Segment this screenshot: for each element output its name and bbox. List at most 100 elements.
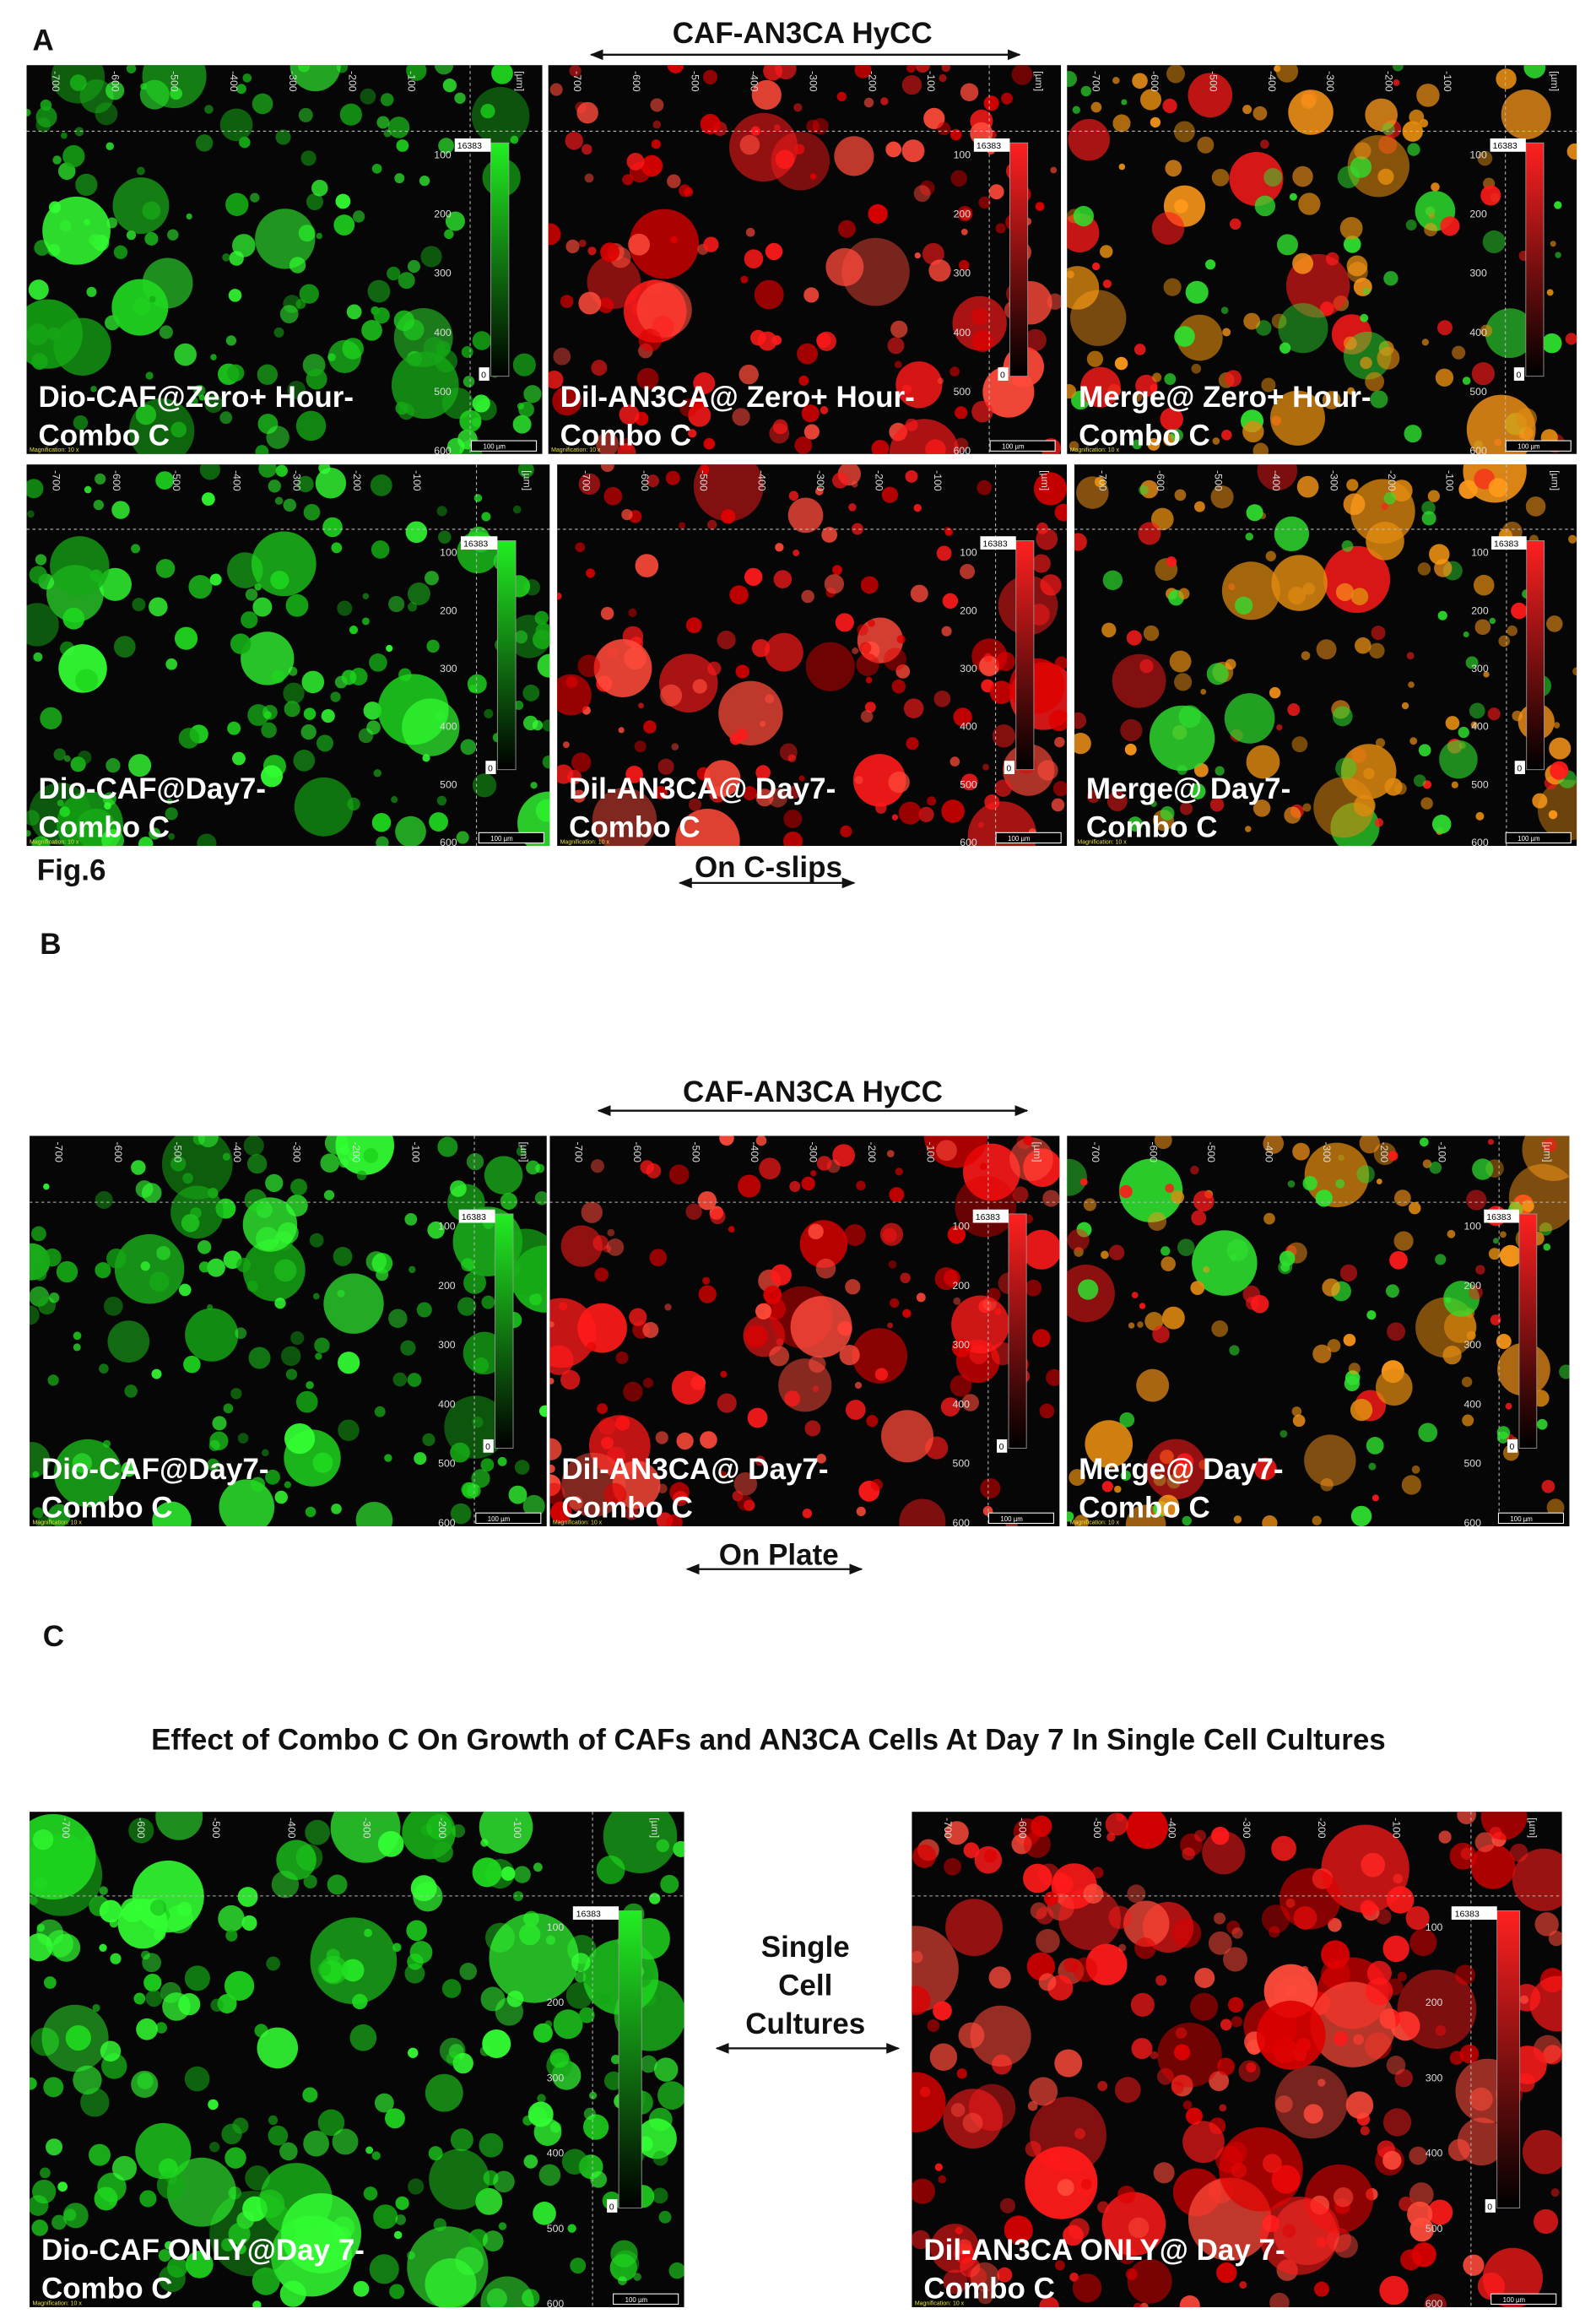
cell-blob [242,73,252,83]
ruler-label: -100 [925,71,937,92]
cell-blob [803,424,820,440]
ruler-label: -100 [1442,71,1453,92]
cell-blob [1289,192,1297,201]
cell-blob [1139,485,1149,496]
cell-blob [1360,356,1372,370]
cell-blob [629,209,700,279]
cell-blob [274,496,284,506]
cell-blob [1413,774,1426,788]
cell-blob [755,1135,767,1146]
colorbar-label-box [973,138,1010,152]
cell-blob [1224,693,1275,744]
cell-blob [788,490,799,501]
cell-blob [472,394,490,413]
cell-blob [1350,1505,1372,1526]
cell-blob [880,97,889,106]
colorbar-min: 0 [481,370,486,380]
cell-blob [774,124,781,131]
cell-blob [371,2151,381,2160]
cell-blob [1068,118,1110,161]
cell-blob [1147,1211,1167,1232]
colorbar-max: 16383 [457,141,482,151]
panel-title: CAF-AN3CA HyCC [683,1076,943,1108]
cell-blob [1067,384,1077,399]
cell-blob [1381,502,1388,511]
cell-blob [992,724,1016,748]
cell-blob [684,187,694,198]
cell-blob [210,354,217,360]
cell-blob [1386,2056,1406,2075]
cell-blob [790,1296,852,1358]
cell-blob [472,331,492,350]
cell-blob [733,1471,758,1496]
cell-blob [671,743,679,750]
cell-blob [1102,279,1112,289]
cell-blob [57,2181,68,2192]
ruler-label: -100 [1390,1818,1402,1839]
cell-blob [311,180,328,197]
cell-blob [352,1993,368,2010]
ruler-label: -500 [1091,1818,1103,1839]
cell-blob [136,166,145,176]
cell-blob [901,139,925,163]
cell-blob [1418,744,1431,757]
cell-blob [1245,826,1252,832]
cell-blob [394,173,405,184]
cell-blob [688,429,697,438]
cell-blob [472,773,497,798]
cell-blob [798,775,805,782]
ruler-label: 400 [440,721,457,733]
cell-blob [1039,2296,1059,2307]
cell-blob [837,219,856,238]
ruler-label: 400 [434,327,452,339]
cell-blob [995,652,1015,672]
cell-blob [1407,2201,1433,2228]
cell-blob [1171,1190,1185,1204]
cell-blob [1063,2224,1084,2246]
ruler-label: -700 [50,71,62,92]
cell-blob [1370,390,1388,409]
cell-blob [628,233,651,256]
ruler-label: -500 [690,1141,701,1162]
cell-blob [784,1390,801,1407]
cell-blob [219,411,233,425]
cell-blob [793,144,805,154]
cell-blob [606,1238,625,1256]
cell-blob [1471,362,1495,386]
cell-blob [1190,1281,1205,1295]
cell-blob [787,754,797,762]
cell-blob [1024,328,1047,351]
panel-title: Effect of Combo C On Growth of CAFs and … [151,1724,1386,1757]
cell-blob [500,1192,517,1210]
ruler-label: 300 [440,663,457,675]
cell-blob [1519,1995,1529,2004]
cell-blob [700,464,710,474]
cell-blob [1383,271,1399,286]
cell-blob [1431,814,1452,834]
cell-blob [86,286,97,297]
cell-blob [955,406,968,420]
cell-blob [348,1150,360,1162]
cell-blob [1320,1477,1334,1492]
cell-blob [970,2262,1000,2292]
cell-blob [887,1322,894,1329]
ruler-label: 200 [438,1280,456,1292]
cell-blob [1489,617,1496,625]
cell-blob [1317,2078,1326,2087]
cell-blob [919,180,935,196]
magnification: Magnification: 10 x [551,447,601,453]
cell-blob [1386,1284,1399,1298]
cell-blob [685,617,702,634]
cell-blob [155,2022,167,2034]
cell-blob [26,299,83,369]
ruler-label: -300 [1324,71,1336,92]
cell-blob [450,2128,473,2152]
cell-blob [353,2280,370,2297]
cell-blob [1354,142,1371,160]
ruler-label: -200 [866,71,878,92]
cell-blob [1346,255,1368,277]
cell-blob [930,2224,980,2273]
cell-blob [257,364,279,385]
image-caption: Merge@ Zero+ Hour- [1079,381,1371,414]
cell-blob [293,750,316,772]
